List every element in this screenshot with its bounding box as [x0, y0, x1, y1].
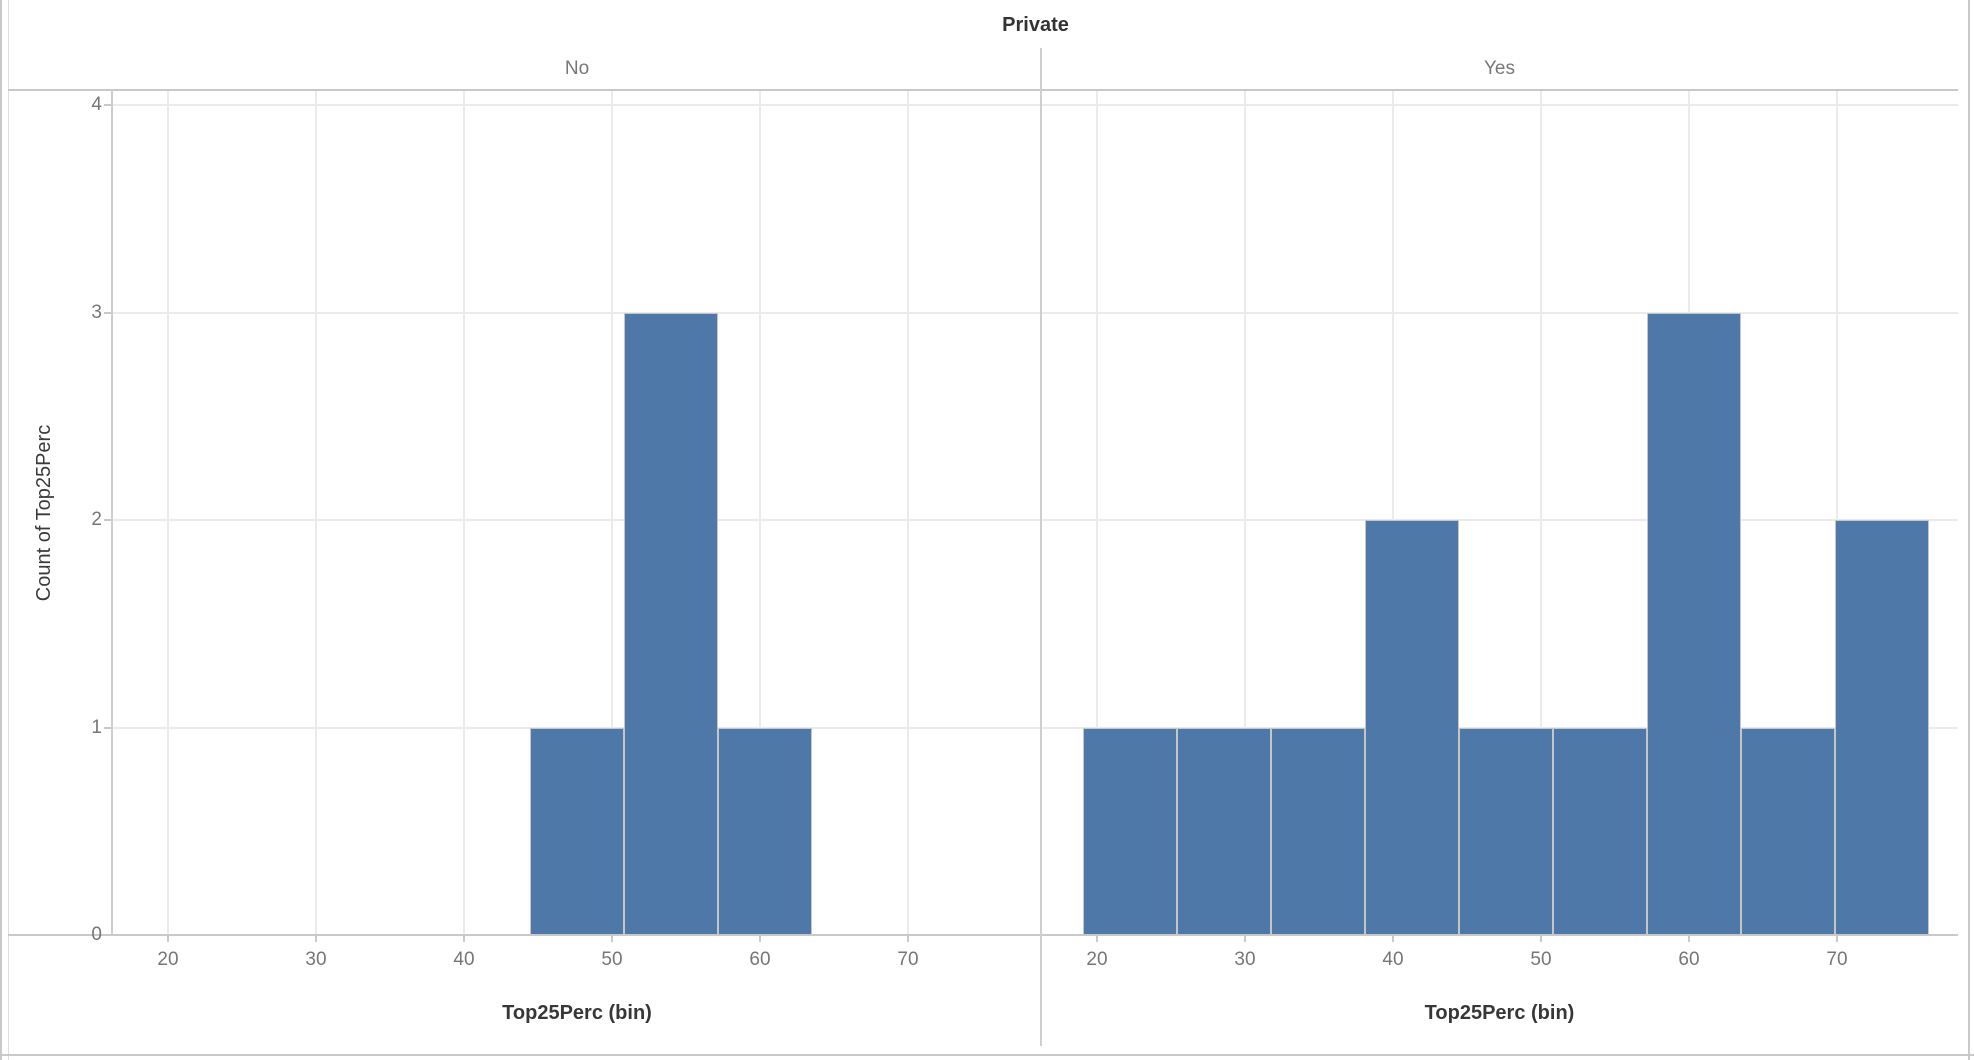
x-gridline [1392, 90, 1394, 935]
x-tick-mark [1688, 936, 1690, 942]
x-axis-line [8, 934, 1958, 936]
x-gridline [759, 90, 761, 935]
histogram-bar[interactable] [1834, 520, 1929, 935]
facet-header-yes: Yes [1484, 58, 1515, 79]
x-tick-label: 70 [897, 949, 919, 970]
y-tick-mark [104, 934, 111, 936]
y-tick-mark [104, 104, 111, 106]
histogram-bar[interactable] [529, 727, 624, 935]
x-gridline [907, 90, 909, 935]
x-tick-label: 60 [1678, 949, 1700, 970]
y-axis-line [111, 90, 113, 935]
histogram-bar[interactable] [717, 727, 812, 935]
x-gridline [1096, 90, 1098, 935]
histogram-bar[interactable] [1740, 727, 1835, 935]
x-tick-label: 70 [1826, 949, 1848, 970]
x-tick-label: 50 [601, 949, 623, 970]
x-tick-label: 40 [453, 949, 475, 970]
histogram-bar[interactable] [1458, 727, 1553, 935]
x-gridline [1540, 90, 1542, 935]
y-gridline [113, 104, 1958, 106]
y-tick-mark [104, 311, 111, 314]
histogram-bar[interactable] [1176, 727, 1271, 935]
x-tick-mark [315, 936, 317, 942]
x-tick-mark [1392, 936, 1394, 942]
x-axis-title-yes: Top25Perc (bin) [1424, 1002, 1575, 1024]
x-tick-mark [611, 936, 613, 942]
x-tick-label: 30 [305, 949, 327, 970]
x-tick-mark [1540, 936, 1542, 942]
x-gridline [315, 90, 317, 935]
y-gridline [113, 311, 1958, 314]
window-border-right [1968, 0, 1970, 1060]
x-tick-label: 60 [749, 949, 771, 970]
x-gridline [1836, 90, 1838, 935]
y-tick-label: 0 [91, 924, 102, 945]
x-tick-label: 40 [1382, 949, 1404, 970]
x-tick-label: 20 [1086, 949, 1108, 970]
y-tick-label: 4 [91, 94, 102, 115]
x-axis-title-no: Top25Perc (bin) [502, 1002, 652, 1024]
facet-header-no: No [564, 58, 590, 79]
x-tick-label: 50 [1530, 949, 1552, 970]
pane-top-border [8, 89, 1958, 91]
histogram-bar[interactable] [1270, 727, 1365, 935]
window-inner-left-line [8, 0, 9, 1060]
y-gridline [113, 519, 1958, 521]
x-tick-mark [907, 936, 909, 942]
x-tick-mark [759, 936, 761, 942]
y-axis-title: Count of Top25Perc [33, 424, 55, 602]
x-tick-label: 20 [157, 949, 179, 970]
x-gridline [611, 90, 613, 935]
x-tick-mark [1244, 936, 1246, 942]
x-gridline [167, 90, 169, 935]
x-tick-mark [1836, 936, 1838, 942]
y-tick-mark [104, 726, 111, 729]
y-tick-label: 1 [91, 716, 102, 738]
y-tick-label: 2 [91, 509, 102, 530]
histogram-bar[interactable] [1364, 520, 1459, 935]
y-tick-label: 3 [91, 301, 102, 323]
histogram-bar[interactable] [1082, 727, 1177, 935]
histogram-bar[interactable] [1552, 727, 1647, 935]
x-tick-mark [463, 936, 465, 942]
x-gridline [463, 90, 465, 935]
facet-divider-line [1040, 48, 1042, 1046]
x-tick-mark [1096, 936, 1098, 942]
histogram-bar[interactable] [623, 312, 718, 935]
x-tick-label: 30 [1234, 949, 1256, 970]
y-gridline [113, 726, 1958, 729]
y-tick-mark [104, 519, 111, 521]
window-border-left [0, 0, 2, 1060]
histogram-bar[interactable] [1646, 312, 1741, 935]
x-tick-mark [167, 936, 169, 942]
x-gridline [1244, 90, 1246, 935]
window-border-bottom [0, 1054, 1974, 1056]
column-field-label: Private [1002, 14, 1069, 36]
